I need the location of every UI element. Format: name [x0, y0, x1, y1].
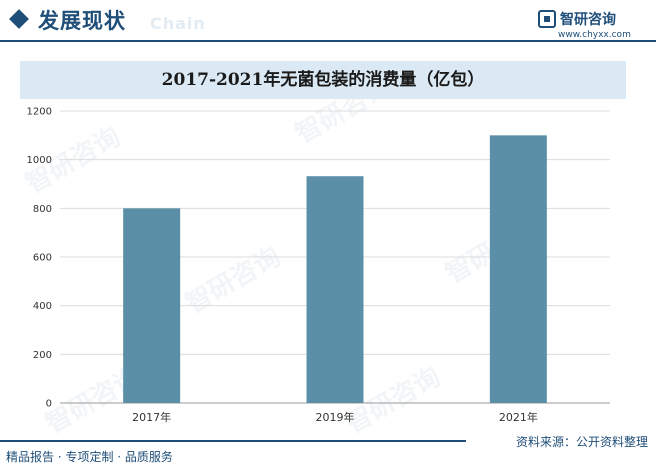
- bar: [489, 135, 547, 404]
- y-tick-label: 1200: [27, 107, 52, 118]
- x-tick-label: 2019年: [316, 410, 355, 424]
- y-tick-label: 600: [33, 253, 52, 264]
- y-tick-label: 1000: [27, 155, 52, 166]
- y-tick-label: 200: [33, 350, 52, 361]
- header: 发展现状 Chain 智研咨询 www.chyxx.com: [0, 0, 656, 44]
- footer-tagline: 精品报告 · 专项定制 · 品质服务: [6, 450, 173, 464]
- chart-title: 2017-2021年无菌包装的消费量（亿包）: [161, 70, 485, 90]
- brand-url: www.chyxx.com: [558, 30, 631, 40]
- brand-name: 智研咨询: [560, 12, 616, 28]
- ghost-watermark-text: Chain: [150, 14, 206, 33]
- brand-logo-icon: [538, 10, 556, 28]
- y-tick-label: 0: [46, 399, 52, 410]
- y-tick-label: 400: [33, 301, 52, 312]
- y-tick-label: 800: [33, 204, 52, 215]
- x-tick-label: 2017年: [132, 410, 171, 424]
- header-divider: [0, 40, 656, 42]
- bar: [306, 176, 364, 403]
- bar: [123, 208, 181, 403]
- x-tick-label: 2021年: [499, 410, 538, 424]
- section-title: 发展现状: [38, 9, 126, 33]
- footer-divider: [0, 440, 466, 442]
- brand: 智研咨询 www.chyxx.com: [538, 8, 648, 44]
- footer-source: 资料来源：公开资料整理: [515, 435, 648, 449]
- chart-title-box: 2017-2021年无菌包装的消费量（亿包）: [20, 61, 626, 99]
